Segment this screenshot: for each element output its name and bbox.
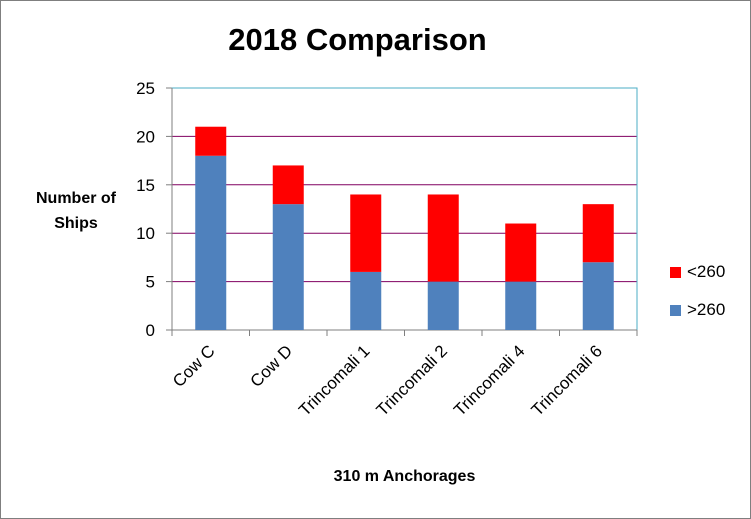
- plot-border: [171, 87, 638, 331]
- legend-item-under-260: <260: [670, 262, 746, 282]
- y-axis-label: Number of Ships: [36, 190, 116, 232]
- bar-under-260: [505, 223, 537, 282]
- x-tick-label: Trincomali 6: [528, 341, 606, 419]
- bar-over-260: [350, 271, 382, 330]
- x-axis-label: 310 m Anchorages: [333, 468, 476, 485]
- bar-under-260: [582, 204, 614, 263]
- legend: <260 >260: [670, 262, 746, 338]
- bar-over-260: [505, 281, 537, 330]
- x-tick-label: Trincomali 4: [450, 341, 528, 419]
- bar-under-260: [272, 165, 304, 205]
- bar-over-260: [272, 204, 304, 330]
- bar-under-260: [350, 194, 382, 272]
- x-tick-label: Cow D: [247, 341, 297, 391]
- bar-over-260: [582, 262, 614, 330]
- y-tick-label: 10: [136, 224, 155, 243]
- bar-under-260: [427, 194, 459, 282]
- legend-swatch-over-260: [670, 304, 681, 316]
- y-tick-label: 5: [146, 273, 155, 292]
- legend-label-over-260: >260: [687, 300, 726, 319]
- legend-item-over-260: >260: [670, 300, 746, 320]
- y-tick-label: 20: [136, 127, 155, 146]
- bar-under-260: [195, 126, 227, 156]
- x-tick-label: Trincomali 1: [295, 341, 373, 419]
- legend-label-under-260: <260: [687, 262, 726, 281]
- legend-swatch-under-260: [670, 266, 681, 278]
- x-tick-label: Trincomali 2: [373, 341, 451, 419]
- bar-over-260: [427, 281, 459, 330]
- x-tick-label: Cow C: [169, 341, 219, 391]
- y-tick-label: 15: [136, 176, 155, 195]
- y-tick-label: 25: [136, 79, 155, 98]
- y-tick-label: 0: [146, 321, 155, 340]
- chart-title: 2018 Comparison: [228, 22, 487, 57]
- bar-over-260: [195, 155, 227, 330]
